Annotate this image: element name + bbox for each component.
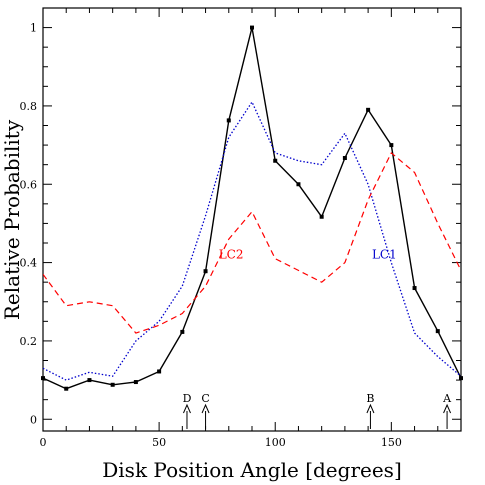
- data-point: [459, 376, 463, 381]
- series-layer: [43, 26, 461, 390]
- data-point: [203, 269, 208, 274]
- annotation-arrow-head: [201, 403, 210, 414]
- data-point: [273, 158, 278, 163]
- series-lc2-line: [43, 152, 461, 334]
- data-point: [435, 329, 440, 334]
- data-point: [157, 369, 162, 374]
- axis-ticks: [42, 8, 462, 431]
- series-labels: LC1 LC2: [219, 248, 397, 262]
- annotation-arrow-head: [366, 403, 375, 414]
- series-label: LC2: [219, 248, 244, 262]
- annotation-label: C: [201, 392, 209, 405]
- data-point: [412, 286, 417, 291]
- y-tick-label: 0.4: [20, 257, 38, 270]
- x-tick-label: 100: [265, 436, 286, 449]
- data-point: [64, 386, 69, 391]
- x-axis-label: Disk Position Angle [degrees]: [102, 458, 402, 482]
- data-point: [342, 156, 347, 161]
- annotation-label: B: [366, 392, 374, 405]
- data-point: [250, 25, 254, 30]
- series-0-line: [43, 26, 461, 390]
- data-point: [319, 214, 324, 219]
- data-point: [133, 380, 138, 385]
- axis-tick-labels: 0 50 100 150 0 0.2 0.4 0.6 0.8 1: [20, 22, 402, 449]
- y-axis-label: Relative Probability: [0, 119, 24, 320]
- y-tick-label: 0.8: [20, 100, 38, 113]
- markers-layer: [41, 25, 463, 391]
- series-label: LC1: [372, 248, 397, 262]
- data-point: [180, 329, 185, 334]
- annotation-arrow-head: [443, 403, 452, 414]
- x-tick-label: 150: [381, 436, 402, 449]
- annotation-label: A: [442, 392, 452, 405]
- data-point: [87, 378, 92, 383]
- data-point: [110, 382, 115, 387]
- data-point: [41, 376, 45, 381]
- y-tick-label: 0.6: [20, 178, 38, 191]
- data-point: [389, 143, 394, 148]
- data-point: [226, 118, 231, 123]
- annotation-arrow-head: [183, 403, 191, 414]
- y-tick-label: 0.2: [20, 335, 38, 348]
- series-lc1-line: [43, 101, 461, 381]
- x-tick-label: 50: [152, 436, 166, 449]
- annotation-label: D: [183, 392, 192, 405]
- y-tick-label: 1: [30, 22, 37, 35]
- y-tick-label: 0: [30, 413, 37, 426]
- data-point: [366, 107, 371, 112]
- x-tick-label: 0: [40, 436, 47, 449]
- data-point: [296, 182, 301, 187]
- plot-frame: [42, 7, 462, 432]
